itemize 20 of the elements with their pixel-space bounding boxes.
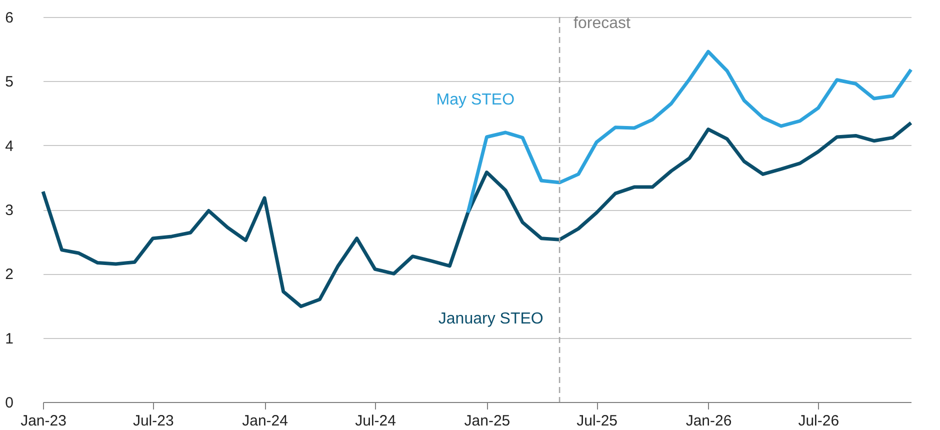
y-tick-label: 2 — [5, 266, 14, 284]
text: January STEO — [438, 310, 544, 328]
y-tick-label: 1 — [5, 330, 14, 348]
x-tick-label: Jan-23 — [20, 412, 66, 430]
y-tick-label: 3 — [5, 202, 14, 219]
line-series — [466, 50, 913, 214]
x-tick-label: Jan-25 — [464, 412, 510, 430]
y-tick-label: 0 — [5, 394, 14, 412]
x-tick-label: Jul-23 — [132, 412, 174, 430]
x-tick-label: Jul-26 — [798, 412, 840, 430]
line-series — [41, 121, 913, 308]
y-tick-label: 5 — [5, 74, 14, 91]
series-label: May STEO — [436, 92, 515, 109]
x-tick-label: Jul-24 — [355, 412, 396, 430]
y-tick-label: 4 — [5, 138, 14, 155]
x-tick-label: Jan-24 — [242, 412, 288, 430]
y-tick-label: 6 — [5, 10, 14, 26]
ref-line-label: forecast — [574, 15, 632, 32]
x-tick-label: Jul-25 — [576, 412, 618, 430]
x-tick-label: Jan-26 — [686, 412, 732, 430]
